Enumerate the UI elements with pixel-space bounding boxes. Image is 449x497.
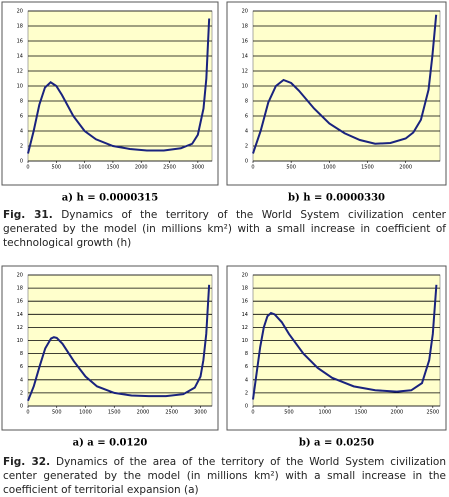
y-tick-label: 12 bbox=[17, 69, 23, 75]
y-tick-label: 14 bbox=[17, 54, 23, 60]
y-tick-label: 10 bbox=[242, 338, 248, 344]
y-tick-label: 6 bbox=[245, 114, 248, 120]
x-tick-label: 2500 bbox=[165, 410, 178, 416]
x-tick-label: 0 bbox=[251, 410, 254, 416]
x-tick-label: 2500 bbox=[163, 165, 176, 171]
x-tick-label: 500 bbox=[52, 410, 62, 416]
y-tick-label: 16 bbox=[17, 39, 23, 45]
x-tick-label: 2000 bbox=[137, 410, 150, 416]
chart: 0 2 4 6 8 10 12 14 16 18 20 0 500 1000 1500 2000 2500 300… bbox=[1, 265, 219, 449]
y-tick-label: 18 bbox=[17, 24, 23, 30]
y-tick-label: 8 bbox=[245, 351, 248, 357]
x-tick-label: 3000 bbox=[191, 165, 204, 171]
y-tick-label: 4 bbox=[245, 377, 248, 383]
y-tick-label: 2 bbox=[20, 390, 23, 396]
figure-text: Dynamics of the territory of the World S… bbox=[3, 209, 446, 249]
y-tick-label: 18 bbox=[242, 286, 248, 292]
y-tick-label: 2 bbox=[245, 144, 248, 150]
x-tick-label: 2000 bbox=[399, 165, 412, 171]
y-tick-label: 14 bbox=[242, 312, 248, 318]
y-tick-label: 4 bbox=[20, 377, 23, 383]
chart: 0 2 4 6 8 10 12 14 16 18 20 0 500 1000 1500 2000 2500 b) … bbox=[226, 265, 447, 449]
x-tick-label: 1500 bbox=[355, 410, 368, 416]
figure-label: Fig. 31. bbox=[3, 209, 53, 221]
y-tick-label: 6 bbox=[245, 364, 248, 370]
x-tick-label: 500 bbox=[286, 165, 296, 171]
y-tick-label: 10 bbox=[17, 338, 23, 344]
x-tick-label: 2500 bbox=[426, 410, 439, 416]
data-line bbox=[27, 18, 211, 154]
x-tick-label: 2000 bbox=[390, 410, 403, 416]
y-tick-label: 0 bbox=[245, 404, 248, 410]
chart: 0 2 4 6 8 10 12 14 16 18 20 0 500 1000 1500 2000 2500 300… bbox=[1, 1, 219, 204]
x-tick-label: 1500 bbox=[361, 165, 374, 171]
x-tick-label: 1500 bbox=[107, 165, 120, 171]
figure-caption: Fig. 31. Dynamics of the territory of th… bbox=[3, 208, 446, 250]
y-tick-label: 20 bbox=[17, 9, 23, 15]
y-tick-label: 0 bbox=[20, 159, 23, 165]
x-tick-label: 500 bbox=[284, 410, 294, 416]
y-tick-label: 4 bbox=[20, 129, 23, 135]
y-tick-label: 12 bbox=[242, 69, 248, 75]
figure-label: Fig. 32. bbox=[3, 456, 51, 468]
y-tick-label: 2 bbox=[20, 144, 23, 150]
y-tick-label: 0 bbox=[245, 159, 248, 165]
panel-caption: a) a = 0.0120 bbox=[73, 438, 148, 449]
y-tick-label: 14 bbox=[242, 54, 248, 60]
y-tick-label: 18 bbox=[242, 24, 248, 30]
data-line bbox=[252, 14, 438, 154]
y-tick-label: 16 bbox=[242, 39, 248, 45]
y-tick-label: 20 bbox=[242, 273, 248, 279]
y-tick-label: 18 bbox=[17, 286, 23, 292]
panel-caption: b) h = 0.0000330 bbox=[288, 193, 385, 204]
y-tick-label: 16 bbox=[242, 299, 248, 305]
x-tick-label: 1500 bbox=[108, 410, 121, 416]
y-tick-label: 0 bbox=[20, 404, 23, 410]
x-tick-label: 0 bbox=[251, 165, 254, 171]
panel-caption: a) h = 0.0000315 bbox=[62, 193, 158, 204]
y-tick-label: 16 bbox=[17, 299, 23, 305]
y-tick-label: 6 bbox=[20, 114, 23, 120]
chart: 0 2 4 6 8 10 12 14 16 18 20 0 500 1000 1500 2000 b) h = … bbox=[226, 1, 447, 204]
y-tick-label: 4 bbox=[245, 129, 248, 135]
y-tick-label: 2 bbox=[245, 390, 248, 396]
x-tick-label: 1000 bbox=[319, 410, 332, 416]
x-tick-label: 1000 bbox=[323, 165, 336, 171]
y-tick-label: 6 bbox=[20, 364, 23, 370]
y-tick-label: 10 bbox=[242, 84, 248, 90]
panel-caption: b) a = 0.0250 bbox=[299, 438, 374, 449]
y-tick-label: 20 bbox=[242, 9, 248, 15]
y-tick-label: 8 bbox=[20, 351, 23, 357]
y-tick-label: 8 bbox=[245, 99, 248, 105]
x-tick-label: 500 bbox=[52, 165, 62, 171]
data-line bbox=[27, 284, 211, 402]
y-tick-label: 8 bbox=[20, 99, 23, 105]
y-tick-label: 20 bbox=[17, 273, 23, 279]
figure-text: Dynamics of the area of the territory of… bbox=[3, 456, 446, 496]
data-line bbox=[252, 284, 438, 400]
x-tick-label: 2000 bbox=[135, 165, 148, 171]
y-tick-label: 14 bbox=[17, 312, 23, 318]
y-tick-label: 12 bbox=[17, 325, 23, 331]
figure-caption: Fig. 32. Dynamics of the area of the ter… bbox=[3, 455, 446, 497]
x-tick-label: 1000 bbox=[78, 165, 91, 171]
x-tick-label: 0 bbox=[26, 165, 29, 171]
x-tick-label: 3000 bbox=[194, 410, 207, 416]
y-tick-label: 12 bbox=[242, 325, 248, 331]
x-tick-label: 1000 bbox=[79, 410, 92, 416]
x-tick-label: 0 bbox=[26, 410, 29, 416]
y-tick-label: 10 bbox=[17, 84, 23, 90]
